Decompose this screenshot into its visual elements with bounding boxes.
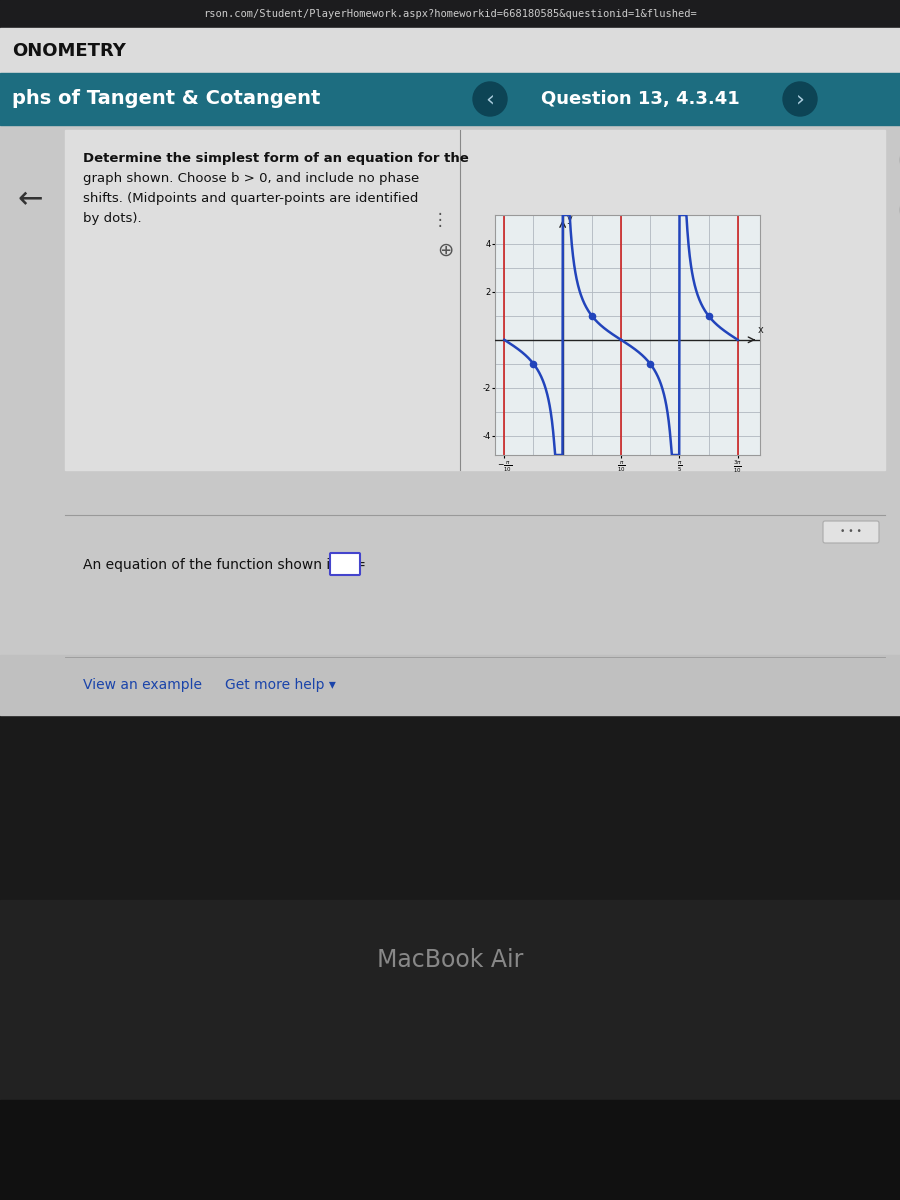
Text: x: x <box>758 324 764 335</box>
Bar <box>0 1100 900 1200</box>
Text: An equation of the function shown is y =: An equation of the function shown is y = <box>83 558 366 572</box>
Text: graph shown. Choose b > 0, and include no phase: graph shown. Choose b > 0, and include n… <box>83 172 419 185</box>
Text: • • •: • • • <box>840 528 862 536</box>
Text: by dots).: by dots). <box>83 212 141 226</box>
Text: ←: ← <box>17 186 43 215</box>
Text: ⋮: ⋮ <box>432 211 448 229</box>
Text: MacBook Air: MacBook Air <box>377 948 523 972</box>
FancyBboxPatch shape <box>330 553 360 575</box>
Text: y: y <box>566 214 572 224</box>
Bar <box>0 73 900 125</box>
Bar <box>0 0 900 28</box>
FancyBboxPatch shape <box>823 521 879 542</box>
Circle shape <box>783 82 817 116</box>
Bar <box>0 900 900 1100</box>
Text: Question 13, 4.3.41: Question 13, 4.3.41 <box>541 90 740 108</box>
Circle shape <box>473 82 507 116</box>
Text: ⊕: ⊕ <box>436 240 454 259</box>
Text: ONOMETRY: ONOMETRY <box>12 42 126 60</box>
Text: ›: › <box>796 89 805 109</box>
Text: shifts. (Midpoints and quarter-points are identified: shifts. (Midpoints and quarter-points ar… <box>83 192 418 205</box>
Text: Determine the simplest form of an equation for the: Determine the simplest form of an equati… <box>83 152 469 164</box>
Text: ‹: ‹ <box>485 89 494 109</box>
Bar <box>65 130 885 470</box>
Text: rson.com/Student/PlayerHomework.aspx?homeworkid=668180585&questionid=1&flushed=: rson.com/Student/PlayerHomework.aspx?hom… <box>203 8 697 19</box>
Bar <box>0 28 900 73</box>
Bar <box>0 125 900 655</box>
Bar <box>0 655 900 715</box>
Text: phs of Tangent & Cotangent: phs of Tangent & Cotangent <box>12 90 320 108</box>
Text: Get more help ▾: Get more help ▾ <box>225 678 336 692</box>
Text: View an example: View an example <box>83 678 202 692</box>
